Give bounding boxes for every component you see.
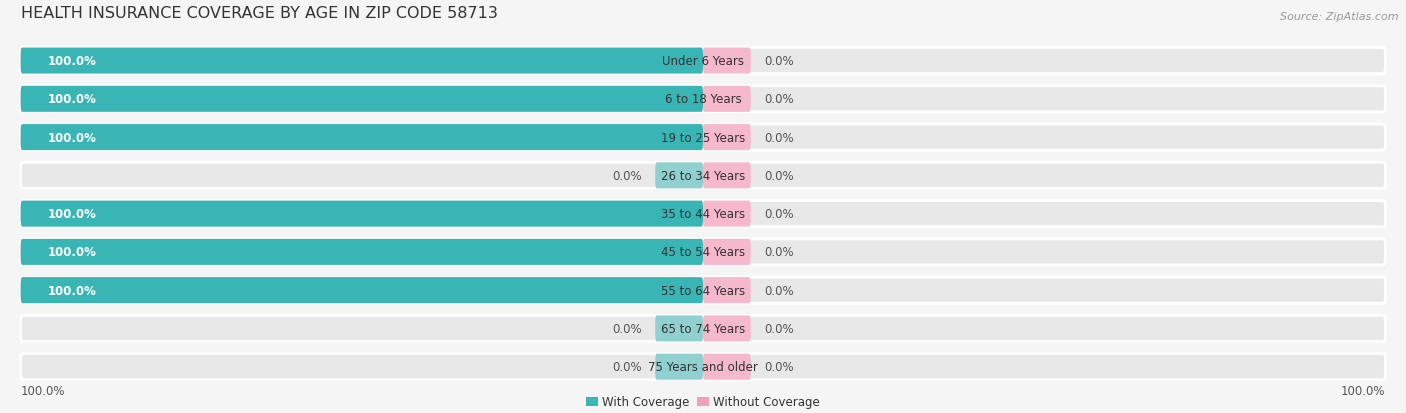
Text: 26 to 34 Years: 26 to 34 Years [661,169,745,183]
FancyBboxPatch shape [21,201,1385,227]
Text: 0.0%: 0.0% [765,284,794,297]
FancyBboxPatch shape [21,278,1385,304]
Text: Source: ZipAtlas.com: Source: ZipAtlas.com [1281,12,1399,22]
FancyBboxPatch shape [703,48,751,74]
Text: 100.0%: 100.0% [48,55,97,68]
FancyBboxPatch shape [21,278,703,304]
FancyBboxPatch shape [21,87,1385,113]
FancyBboxPatch shape [703,316,751,342]
FancyBboxPatch shape [703,201,751,227]
Text: 0.0%: 0.0% [765,55,794,68]
FancyBboxPatch shape [21,239,703,265]
Text: 100.0%: 100.0% [48,246,97,259]
Text: Under 6 Years: Under 6 Years [662,55,744,68]
Text: 0.0%: 0.0% [765,169,794,183]
FancyBboxPatch shape [703,163,751,189]
Text: 100.0%: 100.0% [21,384,65,396]
Text: 0.0%: 0.0% [765,322,794,335]
Text: 0.0%: 0.0% [612,360,641,373]
FancyBboxPatch shape [21,125,703,151]
FancyBboxPatch shape [655,354,703,380]
FancyBboxPatch shape [21,163,1385,189]
Text: 35 to 44 Years: 35 to 44 Years [661,208,745,221]
Text: 100.0%: 100.0% [1341,384,1385,396]
Text: 0.0%: 0.0% [765,246,794,259]
FancyBboxPatch shape [21,125,1385,151]
FancyBboxPatch shape [21,87,703,113]
Text: 45 to 54 Years: 45 to 54 Years [661,246,745,259]
FancyBboxPatch shape [655,316,703,342]
FancyBboxPatch shape [21,48,703,74]
FancyBboxPatch shape [703,278,751,304]
Text: 100.0%: 100.0% [48,284,97,297]
Text: 0.0%: 0.0% [765,93,794,106]
Text: 0.0%: 0.0% [765,131,794,144]
Text: 100.0%: 100.0% [48,208,97,221]
Text: 6 to 18 Years: 6 to 18 Years [665,93,741,106]
FancyBboxPatch shape [655,163,703,189]
Text: HEALTH INSURANCE COVERAGE BY AGE IN ZIP CODE 58713: HEALTH INSURANCE COVERAGE BY AGE IN ZIP … [21,6,498,21]
FancyBboxPatch shape [21,239,1385,265]
FancyBboxPatch shape [21,201,703,227]
Text: 100.0%: 100.0% [48,93,97,106]
FancyBboxPatch shape [703,354,751,380]
Text: 19 to 25 Years: 19 to 25 Years [661,131,745,144]
FancyBboxPatch shape [703,239,751,265]
Text: 0.0%: 0.0% [612,322,641,335]
Text: 75 Years and older: 75 Years and older [648,360,758,373]
Text: 65 to 74 Years: 65 to 74 Years [661,322,745,335]
FancyBboxPatch shape [21,354,1385,380]
FancyBboxPatch shape [703,125,751,151]
Text: 100.0%: 100.0% [48,131,97,144]
FancyBboxPatch shape [703,87,751,113]
Text: 0.0%: 0.0% [765,208,794,221]
Text: 0.0%: 0.0% [612,169,641,183]
Legend: With Coverage, Without Coverage: With Coverage, Without Coverage [586,395,820,408]
Text: 0.0%: 0.0% [765,360,794,373]
FancyBboxPatch shape [21,316,1385,342]
Text: 55 to 64 Years: 55 to 64 Years [661,284,745,297]
FancyBboxPatch shape [21,48,1385,74]
